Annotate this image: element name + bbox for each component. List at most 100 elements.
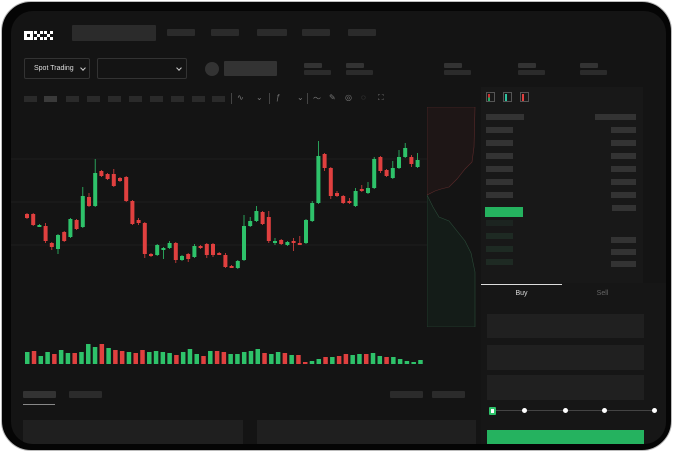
indicator-icon[interactable]: ƒ	[276, 93, 281, 102]
slider-mark-50[interactable]	[563, 408, 568, 413]
divider	[231, 93, 232, 104]
tab-open-orders[interactable]	[23, 391, 56, 398]
nav-item[interactable]	[348, 29, 376, 36]
volume-bar	[119, 351, 125, 364]
chevron-down-icon[interactable]: ⌄	[297, 93, 304, 102]
chart-line-icon[interactable]: ∿	[237, 93, 244, 102]
volume-bar	[235, 354, 240, 364]
volume-bar	[255, 349, 261, 364]
timeframe-button[interactable]	[108, 96, 121, 102]
candle-body	[378, 157, 383, 171]
volume-bar	[45, 352, 50, 364]
candle-body	[161, 248, 166, 250]
slider-mark-100[interactable]	[652, 408, 657, 413]
timeframe-button[interactable]	[129, 96, 142, 102]
candle-body	[273, 241, 277, 243]
amount-slider[interactable]	[489, 406, 659, 416]
stat-value	[444, 70, 471, 75]
candle-body	[384, 170, 389, 176]
total-input[interactable]	[487, 375, 644, 400]
orderbook-buy-icon[interactable]	[503, 92, 512, 102]
volume-bar	[140, 350, 145, 364]
slider-track	[491, 410, 657, 411]
candle-body	[304, 220, 308, 243]
ask-amount	[611, 192, 636, 198]
timeframe-button[interactable]	[87, 96, 100, 102]
price-header	[486, 114, 524, 120]
timeframe-button[interactable]	[192, 96, 205, 102]
volume-bar	[330, 357, 335, 364]
volume-bar	[153, 351, 159, 364]
nav-item[interactable]	[302, 29, 330, 36]
slider-mark-25[interactable]	[522, 408, 527, 413]
ask-price	[486, 140, 513, 146]
candle-body	[25, 214, 29, 218]
ask-price	[486, 166, 513, 172]
timeframe-button[interactable]	[44, 96, 57, 102]
tab-order-history[interactable]	[69, 391, 102, 398]
candle-body	[353, 191, 358, 206]
volume-bar	[282, 353, 288, 364]
candle-body	[254, 211, 259, 221]
trend-icon[interactable]: 〜	[313, 94, 321, 103]
stat-value	[518, 70, 545, 75]
volume-bar	[99, 344, 105, 364]
depth-chart	[427, 107, 476, 327]
volume-bar	[126, 352, 132, 364]
volume-bar	[106, 348, 111, 364]
slider-handle[interactable]	[489, 407, 496, 415]
app-screen: Spot Trading ∿ ⌄ ƒ ⌄ 〜 ✎ ◎ ◌ ⛶ Buy Sell	[11, 11, 666, 444]
candle-body	[372, 159, 377, 188]
candle-body	[80, 196, 85, 227]
volume-bar	[214, 351, 220, 364]
price-input[interactable]	[487, 314, 644, 338]
tab-buy[interactable]: Buy	[481, 284, 562, 304]
candle-body	[279, 240, 284, 244]
search-bar[interactable]	[72, 25, 156, 41]
fullscreen-icon[interactable]: ⛶	[378, 93, 384, 102]
timeframe-button[interactable]	[150, 96, 163, 102]
tab-sell[interactable]: Sell	[596, 290, 609, 297]
volume-bar	[336, 356, 342, 364]
amount-input[interactable]	[487, 345, 644, 370]
filter-button[interactable]	[390, 391, 423, 398]
candle-body	[403, 148, 408, 157]
volume-bar	[174, 355, 179, 364]
chart-type-icon[interactable]: ⌄	[256, 93, 263, 102]
settings-icon[interactable]: ◎	[345, 93, 352, 102]
filter-button[interactable]	[432, 391, 465, 398]
volume-bar	[241, 352, 247, 364]
order-book	[481, 87, 643, 283]
candle-body	[217, 253, 222, 255]
buy-submit-button[interactable]	[487, 430, 644, 444]
candle-body	[192, 246, 197, 257]
camera-icon[interactable]: ◌	[361, 93, 366, 102]
nav-item[interactable]	[167, 29, 195, 36]
market-type-dropdown[interactable]: Spot Trading	[24, 58, 90, 79]
candle-body	[105, 174, 110, 179]
candle-body	[56, 235, 60, 249]
pencil-icon[interactable]: ✎	[329, 93, 336, 102]
timeframe-button[interactable]	[171, 96, 184, 102]
volume-bar	[289, 355, 294, 364]
orderbook-sell-icon[interactable]	[520, 92, 529, 102]
candle-body	[93, 173, 98, 206]
nav-item[interactable]	[257, 29, 287, 36]
candle-body	[130, 201, 135, 224]
candle-body	[316, 156, 321, 203]
timeframe-button[interactable]	[66, 96, 79, 102]
orderbook-both-icon[interactable]	[486, 92, 495, 102]
candle-body	[198, 246, 203, 248]
pair-dropdown[interactable]	[97, 58, 187, 79]
candlestick-chart[interactable]	[11, 111, 431, 371]
volume-bar	[86, 344, 91, 364]
volume-bar	[275, 352, 281, 364]
slider-mark-75[interactable]	[602, 408, 607, 413]
timeframe-button[interactable]	[24, 96, 37, 102]
candle-body	[310, 203, 315, 221]
ask-amount	[611, 153, 636, 159]
timeframe-button[interactable]	[212, 96, 225, 102]
nav-item[interactable]	[211, 29, 239, 36]
volume-bar	[418, 360, 423, 364]
